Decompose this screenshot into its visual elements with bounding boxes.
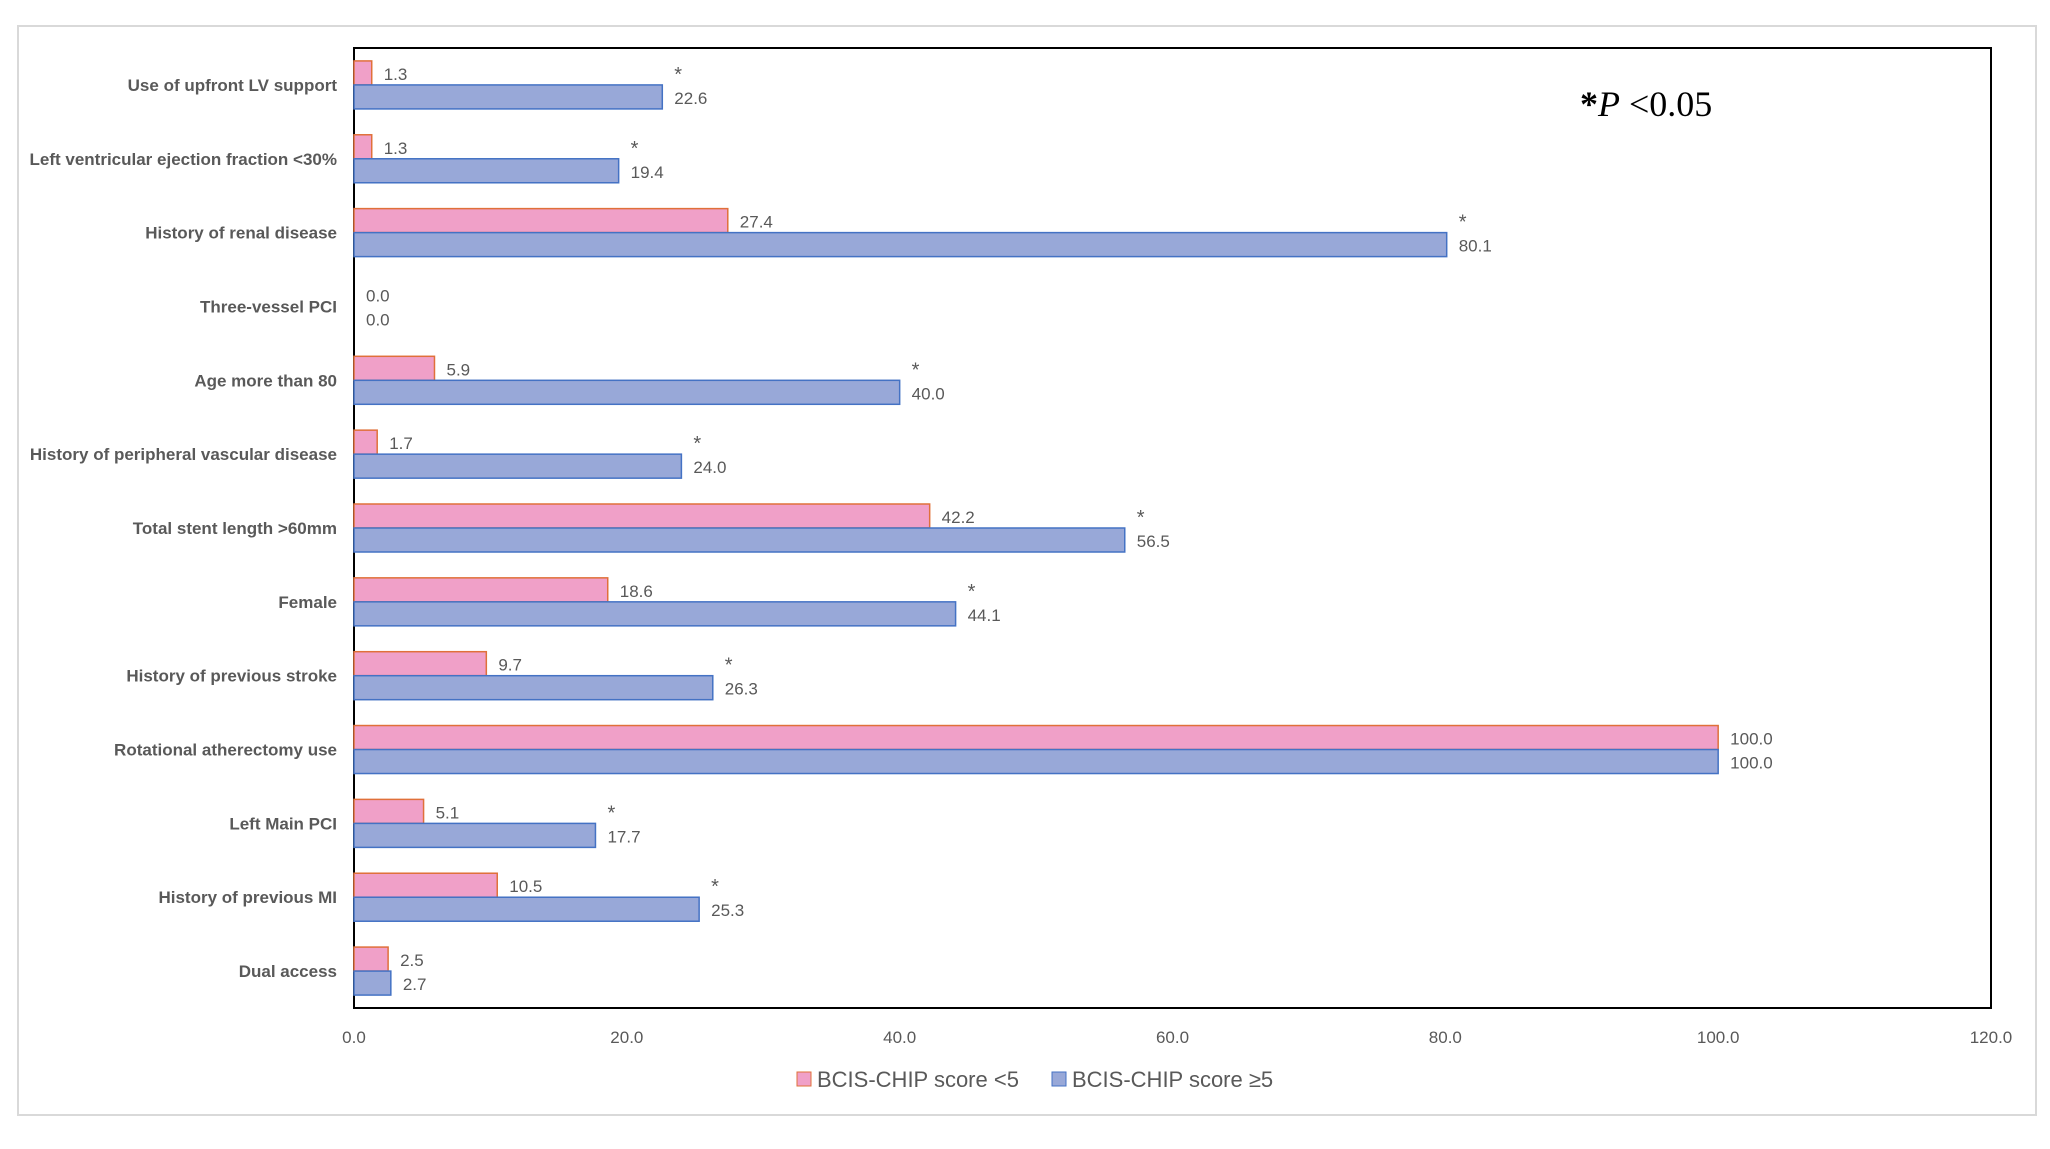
- bar-score-low: [353, 798, 425, 825]
- x-tick-label: 0.0: [342, 1028, 366, 1047]
- bar-score-low: [353, 355, 436, 382]
- legend-swatch-high: [1051, 1071, 1067, 1087]
- bar-score-low: [353, 503, 931, 529]
- data-label: 100.0: [1730, 730, 1773, 749]
- significance-marker: *: [912, 359, 920, 381]
- category-label: Use of upfront LV support: [128, 76, 338, 95]
- category-label: Left ventricular ejection fraction <30%: [29, 150, 337, 169]
- bar-score-high: [353, 674, 714, 701]
- bar-score-high: [353, 453, 683, 479]
- bar-score-high: [353, 896, 700, 922]
- bar-score-low: [353, 724, 1719, 751]
- category-label: Left Main PCI: [229, 814, 337, 833]
- data-label: 100.0: [1730, 754, 1773, 773]
- category-label: Female: [278, 593, 337, 612]
- x-tick-label: 100.0: [1697, 1028, 1740, 1047]
- data-label: 44.1: [968, 606, 1001, 625]
- category-label: Age more than 80: [194, 371, 337, 390]
- bar-score-high: [353, 601, 957, 627]
- bar-score-high: [353, 84, 664, 110]
- data-label: 5.9: [446, 360, 470, 379]
- bar-score-high: [353, 231, 1448, 258]
- data-label: 25.3: [711, 901, 744, 920]
- data-label: 18.6: [620, 582, 653, 601]
- data-label: 80.1: [1459, 237, 1492, 256]
- x-tick-label: 60.0: [1156, 1028, 1189, 1047]
- category-label: Three-vessel PCI: [200, 297, 337, 316]
- category-label: History of previous stroke: [126, 667, 337, 686]
- p-value-annotation: *P <0.05: [1580, 84, 1712, 124]
- significance-marker: *: [674, 64, 682, 86]
- bar-score-low: [353, 60, 373, 86]
- x-tick-label: 120.0: [1970, 1028, 2013, 1047]
- data-label: 17.7: [607, 827, 640, 846]
- bar-score-high: [353, 748, 1719, 775]
- significance-marker: *: [631, 138, 639, 160]
- category-label: Total stent length >60mm: [133, 519, 337, 538]
- legend-label-high: BCIS-CHIP score ≥5: [1072, 1067, 1273, 1092]
- bar-score-high: [353, 970, 392, 996]
- data-label: 19.4: [631, 163, 664, 182]
- x-tick-label: 40.0: [883, 1028, 916, 1047]
- legend-swatch-low: [796, 1071, 812, 1087]
- significance-marker: *: [968, 581, 976, 603]
- significance-marker: *: [725, 655, 733, 677]
- data-label: 42.2: [942, 508, 975, 527]
- bar-score-high: [353, 822, 597, 849]
- x-tick-label: 20.0: [610, 1028, 643, 1047]
- data-label: 2.5: [400, 951, 424, 970]
- significance-marker: *: [711, 876, 719, 898]
- category-label: Dual access: [239, 962, 337, 981]
- bar-score-low: [353, 650, 488, 677]
- legend-label-low: BCIS-CHIP score <5: [817, 1067, 1019, 1092]
- significance-marker: *: [693, 433, 701, 455]
- bar-score-low: [353, 429, 378, 455]
- significance-marker: *: [1459, 212, 1467, 234]
- category-label: History of renal disease: [145, 224, 337, 243]
- bar-score-high: [353, 379, 901, 406]
- data-label: 9.7: [498, 656, 522, 675]
- data-label: 5.1: [436, 803, 460, 822]
- data-label: 1.3: [384, 65, 408, 84]
- data-label: 2.7: [403, 975, 427, 994]
- category-label: Rotational atherectomy use: [114, 741, 337, 760]
- data-label: 1.7: [389, 434, 413, 453]
- category-label: History of peripheral vascular disease: [30, 445, 337, 464]
- bar-score-low: [353, 577, 609, 603]
- data-label: 0.0: [366, 286, 390, 305]
- bar-score-low: [353, 207, 729, 234]
- data-label: 24.0: [693, 458, 726, 477]
- data-label: 56.5: [1137, 532, 1170, 551]
- category-label: History of previous MI: [158, 888, 337, 907]
- bar-score-high: [353, 527, 1126, 553]
- data-label: 10.5: [509, 877, 542, 896]
- legend: BCIS-CHIP score <5 BCIS-CHIP score ≥5: [796, 1067, 1273, 1092]
- chart-frame: [17, 25, 2037, 1116]
- significance-marker: *: [607, 802, 615, 824]
- bar-score-low: [353, 946, 389, 972]
- data-label: 27.4: [740, 213, 773, 232]
- data-label: 26.3: [725, 680, 758, 699]
- data-label: 0.0: [366, 310, 390, 329]
- bar-score-low: [353, 872, 498, 898]
- x-tick-label: 80.0: [1429, 1028, 1462, 1047]
- data-label: 1.3: [384, 139, 408, 158]
- bar-score-high: [353, 158, 620, 184]
- data-label: 22.6: [674, 89, 707, 108]
- bar-score-low: [353, 134, 373, 160]
- significance-marker: *: [1137, 507, 1145, 529]
- data-label: 40.0: [912, 384, 945, 403]
